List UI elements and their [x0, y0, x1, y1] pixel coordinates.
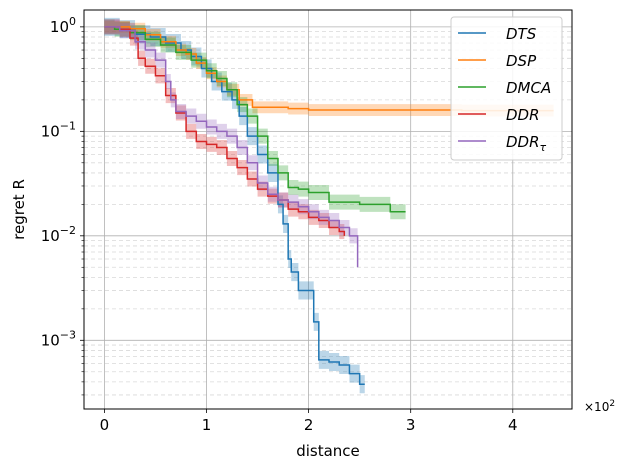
- y-tick-label: 100: [50, 15, 76, 36]
- x-tick-label: 4: [508, 416, 518, 434]
- x-tick-label: 2: [304, 416, 314, 434]
- legend-box: [450, 16, 563, 161]
- legend-label: DTS: [506, 25, 537, 43]
- legend-label: DDR: [506, 106, 540, 124]
- y-tick-label: 10−3: [41, 328, 76, 349]
- y-axis-label: regret R: [10, 179, 28, 240]
- legend-label: DMCA: [506, 79, 551, 97]
- plot-frame: [83, 9, 573, 410]
- series-line: [104, 26, 554, 112]
- series-line: [104, 26, 406, 213]
- x-tick-label: 0: [100, 416, 110, 434]
- series-lines: [104, 26, 554, 385]
- legend-label: DSP: [506, 52, 537, 70]
- legend: DTS DSP DMCA DDR DDRτ: [450, 16, 563, 161]
- series-line: [104, 26, 359, 268]
- x-tick-label: 1: [202, 416, 212, 434]
- confidence-band: [104, 19, 406, 220]
- confidence-band: [104, 17, 365, 394]
- y-axis-ticks: 100 10−1 10−2 10−3: [41, 15, 84, 349]
- x-tick-label: 3: [406, 416, 416, 434]
- y-tick-label: 10−1: [41, 119, 76, 140]
- y-tick-label: 10−2: [41, 224, 76, 245]
- x-axis-label: distance: [296, 442, 360, 460]
- x-axis-multiplier: ×102: [584, 399, 615, 414]
- legend-label: DDRτ: [506, 133, 547, 154]
- confidence-band: [104, 19, 358, 275]
- x-axis-ticks: 0 1 2 3 4: [100, 409, 518, 434]
- series-line: [104, 26, 346, 236]
